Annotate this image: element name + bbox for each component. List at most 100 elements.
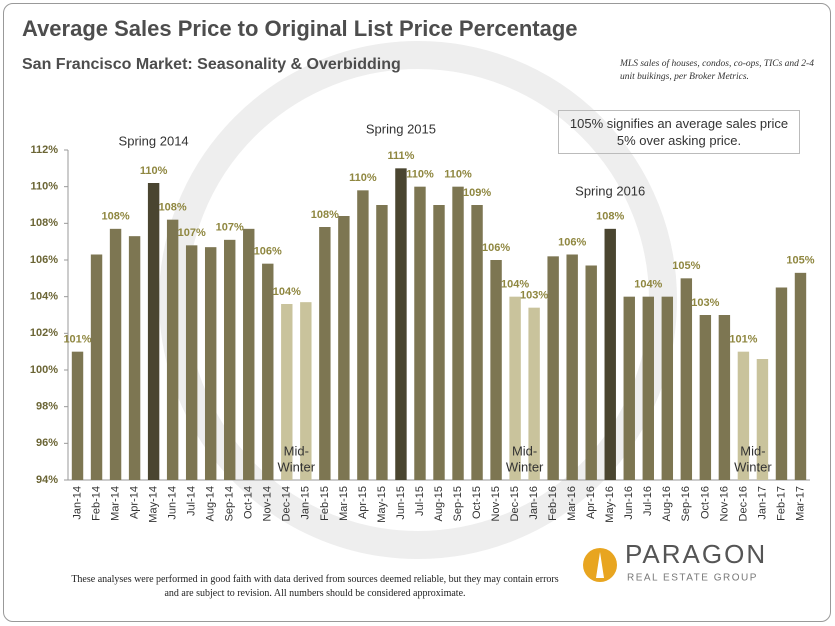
x-tick-label: Aug-15 xyxy=(433,486,445,521)
value-label: 110% xyxy=(140,165,168,177)
annotation: Winter xyxy=(506,459,544,474)
annotation: Mid- xyxy=(284,443,309,458)
x-tick-label: Jul-16 xyxy=(642,486,654,516)
value-label: 109% xyxy=(463,187,491,199)
bar xyxy=(471,205,483,480)
bar xyxy=(109,228,122,480)
value-label: 108% xyxy=(596,211,624,223)
bar xyxy=(338,216,350,480)
value-label: 111% xyxy=(387,150,414,162)
y-tick-label: 96% xyxy=(36,437,58,449)
x-tick-label: Nov-14 xyxy=(262,486,274,521)
value-label: 105% xyxy=(672,260,700,272)
bar xyxy=(699,315,712,480)
value-label: 103% xyxy=(691,297,719,309)
value-label: 107% xyxy=(216,222,244,234)
value-label: 106% xyxy=(558,236,586,248)
bar xyxy=(661,296,674,480)
x-tick-label: Jan-15 xyxy=(300,486,312,520)
bar xyxy=(718,315,731,480)
bar xyxy=(90,254,103,480)
bar xyxy=(414,186,426,480)
x-tick-label: Feb-14 xyxy=(90,486,102,521)
bar xyxy=(166,219,179,480)
note: 105% signifies an average sales price 5%… xyxy=(558,110,800,154)
bar xyxy=(775,287,788,480)
bar xyxy=(623,296,635,480)
x-tick-label: Sep-14 xyxy=(224,486,236,521)
y-tick-label: 102% xyxy=(30,327,58,339)
bar xyxy=(547,256,559,480)
source: MLS sales of houses, condos, co-ops, TIC… xyxy=(620,59,814,82)
bar xyxy=(509,296,521,480)
bar xyxy=(128,236,141,480)
bar xyxy=(433,205,445,480)
bar xyxy=(357,190,369,481)
annotation: Spring 2015 xyxy=(366,121,436,136)
bar xyxy=(680,278,693,480)
bar xyxy=(395,168,407,481)
y-tick-label: 112% xyxy=(30,144,58,156)
x-tick-label: Apr-15 xyxy=(357,486,369,519)
bar xyxy=(528,307,540,480)
bar xyxy=(319,227,331,480)
bar xyxy=(204,247,217,480)
x-tick-label: Aug-16 xyxy=(661,486,673,521)
bar xyxy=(243,228,255,480)
y-tick-label: 98% xyxy=(36,401,58,413)
x-tick-label: May-14 xyxy=(148,486,160,523)
x-tick-label: Oct-14 xyxy=(243,486,255,519)
x-tick-label: Mar-16 xyxy=(566,486,578,521)
bar xyxy=(490,260,502,480)
bar xyxy=(71,351,84,480)
annotation: Mid- xyxy=(512,443,537,458)
x-tick-label: Jan-16 xyxy=(528,486,540,520)
x-tick-label: Mar-14 xyxy=(109,486,121,521)
bar xyxy=(566,254,578,480)
bar xyxy=(585,265,597,480)
x-tick-label: Apr-16 xyxy=(585,486,597,519)
annotation: Mid- xyxy=(740,443,765,458)
value-label: 110% xyxy=(406,169,434,181)
annotation: Spring 2014 xyxy=(119,133,189,148)
value-label: 104% xyxy=(273,286,301,298)
x-tick-label: Dec-16 xyxy=(737,486,749,521)
bar xyxy=(452,186,464,480)
bar xyxy=(756,359,769,480)
x-tick-label: Dec-15 xyxy=(509,486,521,521)
logo-name: PARAGON xyxy=(625,539,767,569)
footer: These analyses were performed in good fa… xyxy=(71,574,559,599)
value-label: 106% xyxy=(254,246,282,258)
y-tick-label: 94% xyxy=(36,474,58,486)
x-tick-label: Feb-15 xyxy=(319,486,331,521)
x-tick-label: Feb-16 xyxy=(547,486,559,521)
chart-subtitle: San Francisco Market: Seasonality & Over… xyxy=(22,56,401,73)
logo-icon xyxy=(596,552,604,578)
x-tick-label: Jul-15 xyxy=(414,486,426,516)
x-tick-label: Apr-14 xyxy=(128,486,140,519)
value-label: 105% xyxy=(786,255,814,267)
x-tick-label: Oct-15 xyxy=(471,486,483,519)
y-tick-label: 104% xyxy=(30,291,58,303)
x-tick-label: Mar-17 xyxy=(794,486,806,521)
value-label: 101% xyxy=(729,334,757,346)
x-tick-label: Oct-16 xyxy=(699,486,711,519)
bar xyxy=(794,272,807,480)
x-tick-label: May-15 xyxy=(376,486,388,523)
value-label: 108% xyxy=(101,211,129,223)
value-label: 104% xyxy=(501,279,529,291)
bar xyxy=(604,228,616,480)
value-label: 110% xyxy=(444,169,472,181)
x-tick-label: Feb-17 xyxy=(775,486,787,521)
annotation: Spring 2016 xyxy=(575,183,645,198)
x-tick-label: Nov-15 xyxy=(490,486,502,521)
bar xyxy=(147,183,160,480)
y-tick-label: 110% xyxy=(30,181,58,193)
chart-title: Average Sales Price to Original List Pri… xyxy=(22,16,578,41)
y-tick-label: 108% xyxy=(30,217,58,229)
value-label: 107% xyxy=(178,227,206,239)
value-label: 103% xyxy=(520,290,548,302)
x-tick-label: Sep-16 xyxy=(680,486,692,521)
